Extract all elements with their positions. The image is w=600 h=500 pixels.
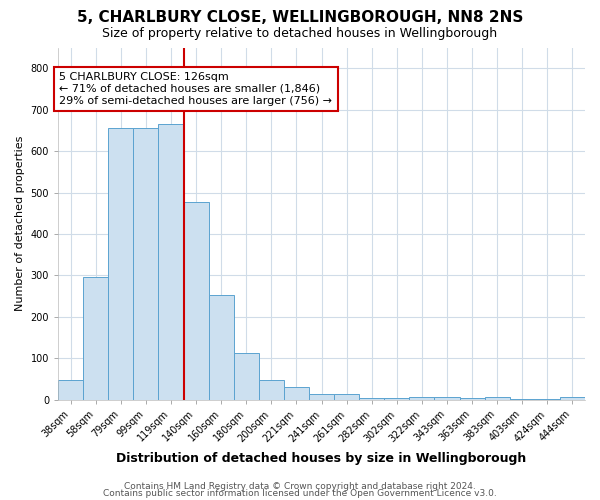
Text: 5 CHARLBURY CLOSE: 126sqm
← 71% of detached houses are smaller (1,846)
29% of se: 5 CHARLBURY CLOSE: 126sqm ← 71% of detac… — [59, 72, 332, 106]
Bar — [58, 380, 83, 400]
Y-axis label: Number of detached properties: Number of detached properties — [15, 136, 25, 312]
Bar — [460, 398, 485, 400]
Bar — [259, 380, 284, 400]
Text: Contains HM Land Registry data © Crown copyright and database right 2024.: Contains HM Land Registry data © Crown c… — [124, 482, 476, 491]
Bar — [409, 397, 434, 400]
Bar — [334, 394, 359, 400]
Bar — [485, 397, 510, 400]
Bar — [510, 399, 535, 400]
Bar — [209, 296, 234, 400]
Bar — [108, 128, 133, 400]
Text: 5, CHARLBURY CLOSE, WELLINGBOROUGH, NN8 2NS: 5, CHARLBURY CLOSE, WELLINGBOROUGH, NN8 … — [77, 10, 523, 25]
Text: Contains public sector information licensed under the Open Government Licence v3: Contains public sector information licen… — [103, 490, 497, 498]
Text: Size of property relative to detached houses in Wellingborough: Size of property relative to detached ho… — [103, 28, 497, 40]
Bar — [133, 128, 158, 400]
Bar — [284, 388, 309, 400]
Bar — [560, 397, 585, 400]
Bar — [309, 394, 334, 400]
Bar — [384, 398, 409, 400]
Bar — [434, 397, 460, 400]
Bar — [158, 124, 184, 400]
Bar — [234, 353, 259, 400]
Bar — [359, 398, 384, 400]
Bar — [83, 278, 108, 400]
Bar — [184, 202, 209, 400]
X-axis label: Distribution of detached houses by size in Wellingborough: Distribution of detached houses by size … — [116, 452, 527, 465]
